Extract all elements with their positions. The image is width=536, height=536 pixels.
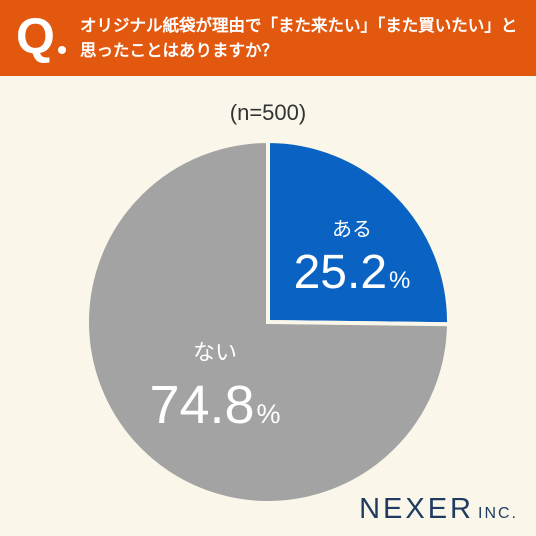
- q-mark-dot: [58, 46, 66, 54]
- pie-slice-no: [85, 138, 452, 505]
- brand-suffix: INC.: [478, 505, 518, 522]
- brand-logo: NEXER INC.: [359, 493, 518, 526]
- slice-label-yes: ある: [332, 217, 372, 241]
- question-line-2: 思ったことはありますか？: [80, 41, 278, 60]
- brand-name: NEXER: [359, 493, 474, 525]
- question-text: オリジナル紙袋が理由で「また来たい」「また買いたい」と 思ったことはありますか？: [80, 13, 520, 63]
- slice-label-no: ない: [193, 341, 237, 366]
- pie-slice-yes: [266, 138, 451, 327]
- question-line-1: オリジナル紙袋が理由で「また来たい」「また買いたい」と: [80, 16, 518, 35]
- slice-value-no: 74.8%: [149, 375, 280, 435]
- q-mark: Q: [16, 8, 55, 64]
- slice-value-yes: 25.2%: [294, 246, 411, 299]
- question-header: Q オリジナル紙袋が理由で「また来たい」「また買いたい」と 思ったことはあります…: [0, 0, 536, 76]
- sample-size-label: (n=500): [229, 100, 307, 125]
